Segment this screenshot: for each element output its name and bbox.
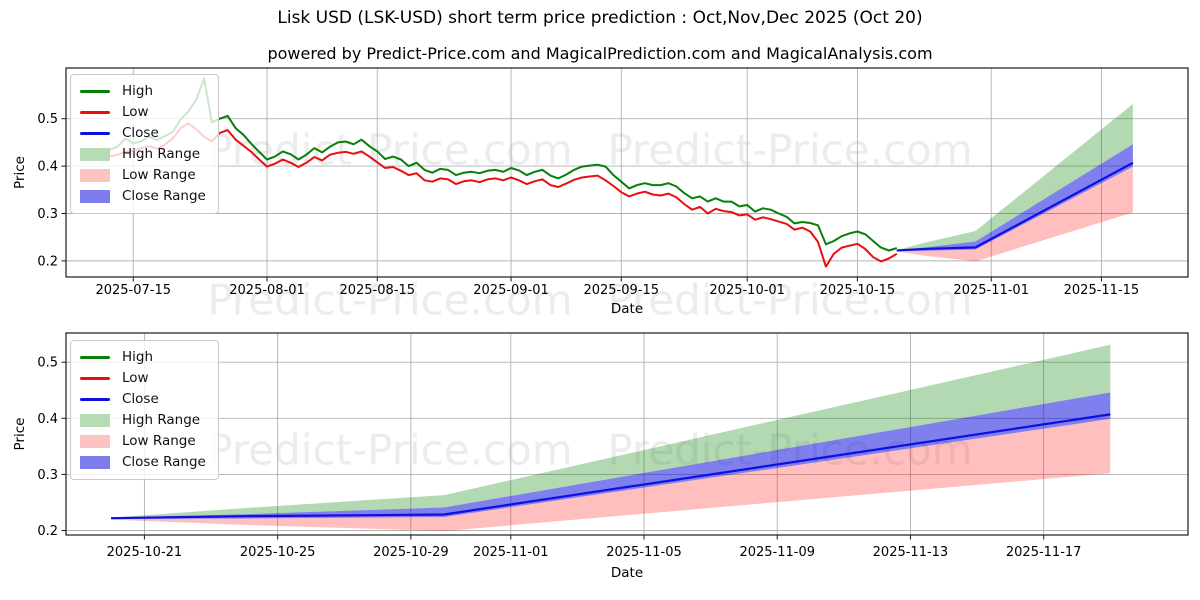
- low-range-band: [896, 166, 1133, 262]
- legend-item-high-range: High Range: [80, 410, 206, 431]
- legend-label: Close: [122, 390, 159, 407]
- page-title: Lisk USD (LSK-USD) short term price pred…: [277, 8, 923, 28]
- legend-bottom-chart: High Low Close High Range Low Range Close Ran…: [70, 340, 219, 480]
- top-chart: 2025-07-15 2025-08-01 2025-08-15 2025-09-01…: [12, 67, 1189, 317]
- close-line: [111, 413, 1111, 520]
- legend-swatch-line: [80, 377, 110, 380]
- low-range-band: [111, 418, 1111, 532]
- tick-marks: [61, 118, 1102, 282]
- legend-item-high: High: [80, 347, 206, 368]
- y-tick-label: 0.2: [37, 254, 58, 269]
- x-tick-label: 2025-11-13: [873, 545, 949, 560]
- x-tick-label: 2025-11-01: [953, 283, 1029, 298]
- tick-labels: 2025-07-15 2025-08-01 2025-08-15 2025-09-01…: [37, 112, 1139, 298]
- y-tick-label: 0.3: [37, 207, 58, 222]
- legend-item-close: Close: [80, 123, 206, 144]
- legend-label: Low: [122, 103, 149, 120]
- plot-border: [65, 67, 1189, 278]
- watermark-text: Predict-Price.com: [607, 275, 973, 325]
- legend-item-close-range: Close Range: [80, 452, 206, 473]
- x-tick-label: 2025-11-01: [473, 545, 549, 560]
- y-tick-label: 0.4: [37, 412, 58, 427]
- legend-item-low: Low: [80, 368, 206, 389]
- legend-swatch-patch: [80, 435, 110, 448]
- legend-swatch-patch: [80, 169, 110, 182]
- x-tick-label: 2025-11-09: [739, 545, 815, 560]
- legend-swatch-patch: [80, 190, 110, 203]
- y-tick-label: 0.5: [37, 356, 58, 371]
- watermark-text: Predict-Price.com: [207, 275, 573, 325]
- legend-label: Low: [122, 369, 149, 386]
- legend-label: Close Range: [122, 453, 206, 470]
- plot-border: [65, 332, 1189, 536]
- x-tick-label: 2025-10-29: [373, 545, 449, 560]
- x-tick-label: 2025-10-01: [709, 283, 785, 298]
- y-tick-label: 0.4: [37, 160, 58, 175]
- low-line: [109, 122, 898, 268]
- x-tick-label: 2025-08-15: [339, 283, 415, 298]
- legend-swatch-line: [80, 132, 110, 135]
- bottom-chart: 2025-10-21 2025-10-25 2025-10-29 2025-11-01…: [12, 332, 1189, 581]
- y-tick-label: 0.2: [37, 524, 58, 539]
- legend-swatch-line: [80, 356, 110, 359]
- watermark-text: Predict-Price.com: [207, 425, 573, 475]
- x-tick-label: 2025-10-21: [107, 545, 183, 560]
- y-tick-label: 0.3: [37, 468, 58, 483]
- legend-item-high: High: [80, 81, 206, 102]
- x-tick-label: 2025-07-15: [95, 283, 171, 298]
- tick-labels: 2025-10-21 2025-10-25 2025-10-29 2025-11-01…: [37, 356, 1081, 560]
- x-tick-label: 2025-11-15: [1064, 283, 1140, 298]
- x-tick-label: 2025-10-25: [240, 545, 316, 560]
- legend-label: Low Range: [122, 166, 196, 183]
- x-tick-label: 2025-08-01: [229, 283, 305, 298]
- legend-item-close: Close: [80, 389, 206, 410]
- x-tick-label: 2025-11-17: [1006, 545, 1082, 560]
- x-tick-label: 2025-10-15: [820, 283, 896, 298]
- x-tick-label: 2025-11-05: [606, 545, 682, 560]
- legend-item-close-range: Close Range: [80, 186, 206, 207]
- legend-swatch-patch: [80, 456, 110, 469]
- legend-item-low: Low: [80, 102, 206, 123]
- y-axis-title: Price: [12, 418, 28, 451]
- legend-label: High Range: [122, 145, 201, 162]
- legend-label: Close: [122, 124, 159, 141]
- legend-label: High: [122, 82, 154, 99]
- legend-label: Low Range: [122, 432, 196, 449]
- x-tick-label: 2025-09-01: [473, 283, 549, 298]
- tick-marks: [61, 361, 1045, 540]
- x-tick-label: 2025-09-15: [583, 283, 659, 298]
- x-axis-title: Date: [611, 301, 643, 317]
- legend-swatch-patch: [80, 148, 110, 161]
- legend-item-low-range: Low Range: [80, 431, 206, 452]
- legend-top-chart: High Low Close High Range Low Range Close Ran…: [70, 74, 219, 214]
- legend-label: High: [122, 348, 154, 365]
- legend-swatch-line: [80, 398, 110, 401]
- page-subtitle: powered by Predict-Price.com and Magical…: [267, 44, 933, 63]
- y-tick-label: 0.5: [37, 112, 58, 127]
- high-line: [109, 77, 898, 252]
- legend-swatch-line: [80, 90, 110, 93]
- legend-label: Close Range: [122, 187, 206, 204]
- close-line: [896, 161, 1134, 252]
- legend-swatch-patch: [80, 414, 110, 427]
- legend-label: High Range: [122, 411, 201, 428]
- x-axis-title: Date: [611, 565, 643, 581]
- legend-item-high-range: High Range: [80, 144, 206, 165]
- y-axis-title: Price: [12, 156, 28, 189]
- legend-item-low-range: Low Range: [80, 165, 206, 186]
- legend-swatch-line: [80, 111, 110, 114]
